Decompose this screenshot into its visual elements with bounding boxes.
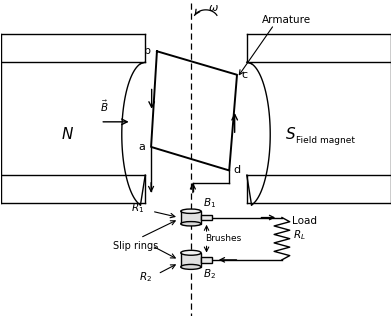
Ellipse shape [181, 250, 201, 255]
Text: Armature: Armature [262, 15, 312, 25]
Text: N: N [62, 127, 73, 142]
Text: Load: Load [292, 216, 317, 226]
Bar [201, 257, 212, 263]
Text: $\omega$: $\omega$ [208, 3, 219, 13]
Text: Field magnet: Field magnet [296, 136, 355, 145]
Bar [181, 211, 201, 224]
Ellipse shape [181, 222, 201, 226]
Text: b: b [144, 46, 151, 56]
Text: d: d [233, 165, 240, 175]
Text: $R_2$: $R_2$ [139, 270, 152, 284]
Text: S: S [286, 127, 296, 142]
Text: a: a [138, 142, 145, 152]
Text: c: c [241, 70, 247, 80]
Text: $B_2$: $B_2$ [203, 268, 216, 281]
Ellipse shape [181, 209, 201, 213]
Text: Brushes: Brushes [205, 234, 241, 243]
Text: $\vec{B}$: $\vec{B}$ [100, 99, 109, 114]
Text: $B_1$: $B_1$ [203, 196, 216, 210]
Text: $R_L$: $R_L$ [293, 228, 306, 242]
Bar [181, 253, 201, 267]
Text: $R_1$: $R_1$ [131, 201, 144, 215]
Bar [201, 215, 212, 220]
Ellipse shape [181, 264, 201, 269]
Text: Slip rings: Slip rings [113, 241, 158, 251]
